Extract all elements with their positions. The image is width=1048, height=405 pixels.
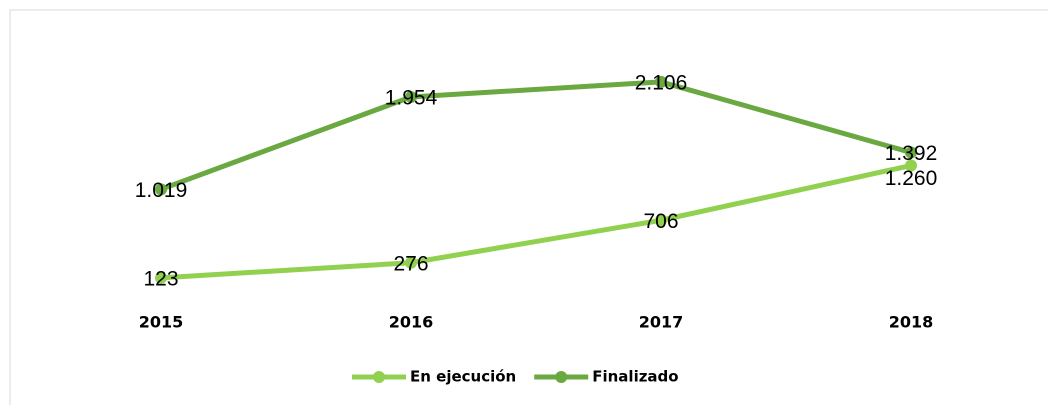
data-label: 1.392 bbox=[885, 142, 938, 165]
data-label: 123 bbox=[143, 267, 178, 290]
data-label: 2.106 bbox=[635, 71, 688, 94]
x-tick-label: 2016 bbox=[389, 313, 434, 332]
point bbox=[655, 75, 667, 88]
legend-label: En ejecución bbox=[410, 368, 516, 386]
data-label: 1.019 bbox=[135, 179, 188, 202]
data-label: 276 bbox=[393, 252, 428, 275]
legend-label: Finalizado bbox=[592, 368, 678, 386]
data-label: 1.260 bbox=[885, 167, 938, 190]
chart-frame bbox=[9, 9, 1048, 405]
x-tick-label: 2017 bbox=[639, 313, 684, 332]
legend-marker bbox=[373, 371, 385, 383]
point bbox=[405, 90, 417, 103]
point bbox=[905, 159, 917, 172]
series-line bbox=[160, 163, 912, 281]
point bbox=[905, 146, 917, 159]
legend-marker bbox=[555, 371, 568, 383]
data-label: 1.954 bbox=[385, 86, 438, 109]
point bbox=[655, 214, 667, 227]
point bbox=[155, 271, 167, 284]
series-line bbox=[160, 79, 912, 192]
x-tick-label: 2018 bbox=[889, 313, 934, 332]
point bbox=[155, 183, 167, 196]
point bbox=[405, 256, 417, 269]
data-label: 706 bbox=[643, 210, 678, 233]
x-tick-label: 2015 bbox=[139, 313, 184, 332]
